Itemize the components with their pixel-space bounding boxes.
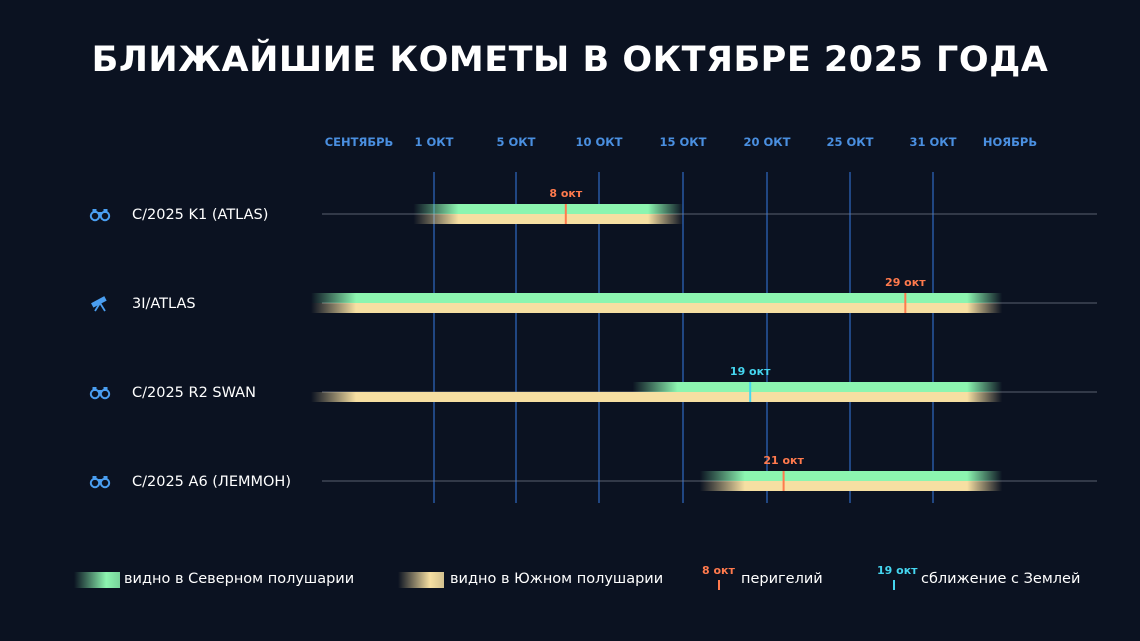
comet-row: C/2025 K1 (ATLAS) 8 окт [89, 187, 1097, 224]
comet-name: C/2025 A6 (ЛЕММОН) [132, 474, 291, 490]
perihelion-marker-label: 29 окт [885, 276, 926, 289]
approach-marker-label: 19 окт [730, 365, 771, 378]
south-visibility-bar [311, 303, 1003, 313]
binoculars-icon [89, 476, 111, 489]
north-visibility-bar [699, 471, 1003, 481]
legend-perihelion-label: перигелий [741, 571, 823, 587]
south-visibility-bar [699, 481, 1003, 491]
x-tick-label: 15 ОКТ [659, 135, 706, 149]
x-tick-label: СЕНТЯБРЬ [325, 135, 394, 149]
telescope-icon [91, 296, 107, 312]
north-visibility-bar [311, 293, 1003, 303]
legend-south-label: видно в Южном полушарии [450, 571, 664, 587]
legend-perihelion-date: 8 окт [702, 564, 735, 577]
chart-title: БЛИЖАЙШИЕ КОМЕТЫ В ОКТЯБРЕ 2025 ГОДА [91, 40, 1049, 80]
x-tick-label: НОЯБРЬ [983, 135, 1037, 149]
x-tick-label: 31 ОКТ [909, 135, 956, 149]
comet-row: 3I/ATLAS 29 окт [91, 276, 1097, 313]
gridlines [433, 172, 934, 503]
legend-approach-label: сближение с Землей [921, 571, 1081, 587]
x-tick-label: 5 ОКТ [496, 135, 535, 149]
south-visibility-bar [413, 214, 683, 224]
comet-row: C/2025 A6 (ЛЕММОН) 21 окт [89, 454, 1097, 491]
x-tick-label: 10 ОКТ [575, 135, 622, 149]
perihelion-marker-label: 8 окт [549, 187, 583, 200]
perihelion-marker-label: 21 окт [763, 454, 804, 467]
legend-approach-date: 19 окт [877, 564, 918, 577]
comet-name: 3I/ATLAS [132, 296, 196, 312]
legend-north-label: видно в Северном полушарии [124, 571, 355, 587]
x-tick-label: 1 ОКТ [414, 135, 453, 149]
binoculars-icon [89, 387, 111, 400]
legend-north-swatch [74, 572, 120, 588]
binoculars-icon [89, 209, 111, 222]
comet-row: C/2025 R2 SWAN 19 окт [89, 365, 1097, 402]
north-visibility-bar [413, 204, 683, 214]
axis-tick-labels: СЕНТЯБРЬ 1 ОКТ 5 ОКТ 10 ОКТ 15 ОКТ 20 ОКТ 25 О… [325, 135, 1037, 149]
comet-name: C/2025 K1 (ATLAS) [132, 207, 268, 223]
legend-south-swatch [398, 572, 444, 588]
x-tick-label: 25 ОКТ [826, 135, 873, 149]
north-visibility-bar [632, 382, 1003, 392]
legend-approach-tick [893, 580, 895, 590]
south-visibility-bar [311, 392, 1003, 402]
comet-name: C/2025 R2 SWAN [132, 385, 256, 401]
legend-perihelion-tick [718, 580, 720, 590]
comet-rows: C/2025 K1 (ATLAS) 8 окт 3I/ATLAS 29 окт C/20… [89, 187, 1097, 491]
x-tick-label: 20 ОКТ [743, 135, 790, 149]
